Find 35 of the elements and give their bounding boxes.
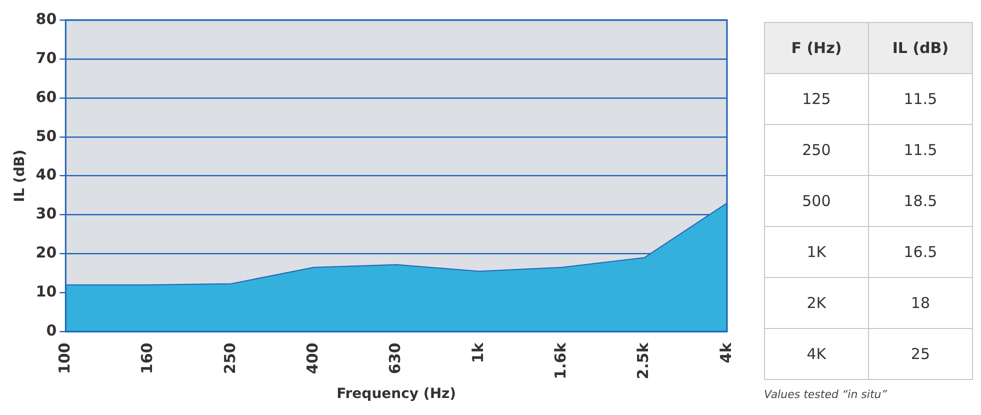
text: 25 — [868, 328, 972, 380]
text: 2K — [764, 278, 868, 328]
y-tick-label: 30 — [36, 204, 57, 223]
y-tick-label: 10 — [36, 282, 57, 301]
x-tick-label: 100 — [56, 342, 74, 374]
text: 18 — [868, 278, 972, 328]
y-tick-label: 40 — [36, 166, 57, 184]
text: 11.5 — [868, 74, 972, 124]
text: IL (dB) — [868, 22, 972, 74]
y-tick-label: 50 — [36, 126, 57, 145]
y-axis-title: IL (dB) — [12, 150, 28, 202]
text: 4K — [764, 328, 868, 380]
x-tick-label: 4k — [716, 342, 735, 364]
y-tick-label: 70 — [36, 48, 57, 67]
x-axis-title: Frequency (Hz) — [336, 386, 456, 402]
text: 250 — [764, 124, 868, 176]
text: 16.5 — [868, 226, 972, 278]
x-tick-label: 1.6k — [552, 342, 570, 380]
x-tick-label: 400 — [304, 342, 322, 374]
y-tick-label: 20 — [36, 244, 57, 262]
x-tick-label: 160 — [138, 342, 156, 374]
x-tick-label: 250 — [220, 342, 239, 374]
y-tick-label: 0 — [46, 322, 57, 340]
text: 500 — [764, 176, 868, 226]
x-tick-label: 630 — [386, 342, 404, 374]
text: 18.5 — [868, 176, 972, 226]
text: Values tested “in situ” — [764, 388, 888, 401]
x-tick-label: 1k — [468, 342, 487, 364]
y-tick-label: 60 — [36, 88, 57, 106]
text: 11.5 — [868, 124, 972, 176]
y-tick-label: 80 — [36, 10, 57, 28]
text: F (Hz) — [764, 22, 868, 74]
text: 1K — [764, 226, 868, 278]
x-tick-label: 2.5k — [634, 342, 652, 380]
text: 125 — [764, 74, 868, 124]
